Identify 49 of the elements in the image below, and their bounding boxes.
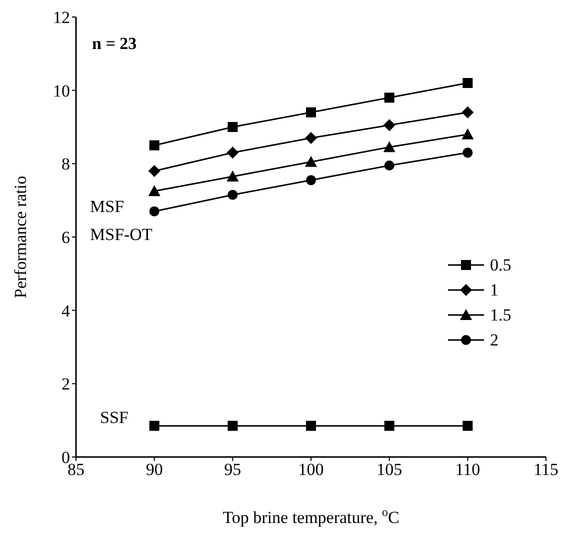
point bbox=[228, 122, 238, 132]
x-tick-label: 85 bbox=[68, 460, 84, 480]
point bbox=[305, 156, 317, 167]
annotation: MSF bbox=[90, 197, 124, 217]
point bbox=[384, 92, 394, 103]
x-tick-label: 95 bbox=[224, 460, 242, 480]
point bbox=[462, 78, 473, 88]
point bbox=[228, 190, 238, 200]
legend-label: 2 bbox=[490, 330, 498, 350]
y-tick-label: 6 bbox=[62, 228, 70, 248]
point bbox=[384, 160, 394, 170]
point bbox=[305, 132, 317, 144]
y-tick-label: 10 bbox=[53, 81, 70, 100]
x-tick-label: 100 bbox=[298, 460, 324, 480]
x-tick-label: 90 bbox=[146, 460, 163, 480]
point bbox=[384, 420, 394, 431]
point bbox=[228, 420, 238, 431]
point bbox=[462, 106, 474, 118]
annotation: MSF-OT bbox=[90, 225, 152, 245]
x-tick-label: 110 bbox=[455, 460, 480, 480]
point bbox=[149, 420, 160, 431]
x-axis-title: Top brine temperature, $^{o}$C bbox=[222, 505, 400, 527]
point bbox=[306, 107, 316, 118]
legend-label: 0.5 bbox=[490, 256, 512, 274]
y-tick-label: 0 bbox=[62, 448, 70, 468]
point bbox=[148, 165, 160, 177]
point bbox=[306, 175, 316, 186]
y-axis-title: Performance ratio bbox=[11, 176, 30, 298]
x-tick-label: 105 bbox=[376, 460, 402, 480]
point bbox=[306, 420, 316, 431]
point bbox=[226, 170, 239, 182]
y-tick-label: 2 bbox=[62, 374, 70, 394]
point bbox=[149, 140, 160, 150]
point bbox=[462, 420, 473, 431]
point bbox=[462, 128, 474, 140]
y-tick-label: 12 bbox=[53, 8, 70, 28]
y-tick-label: 4 bbox=[62, 301, 70, 320]
point bbox=[383, 141, 396, 152]
y-tick-label: 8 bbox=[62, 154, 70, 174]
point bbox=[148, 185, 160, 196]
annotation: SSF bbox=[100, 408, 128, 428]
legend-label: 1.5 bbox=[490, 306, 512, 324]
point bbox=[226, 146, 239, 159]
annotation: n = 23 bbox=[92, 34, 137, 54]
legend-label: 1 bbox=[490, 280, 498, 300]
point bbox=[149, 206, 160, 216]
point bbox=[383, 119, 396, 132]
x-tick-label: 115 bbox=[534, 460, 558, 480]
point bbox=[462, 148, 473, 158]
